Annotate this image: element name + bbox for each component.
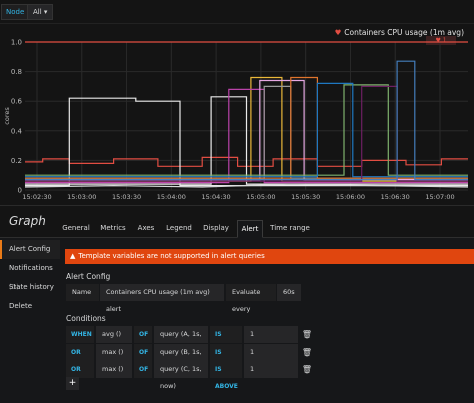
sidebar-item-alert-config[interactable]: Alert Config xyxy=(0,240,60,259)
condition-function[interactable]: max () xyxy=(96,344,132,361)
tab-legend[interactable]: Legend xyxy=(166,224,192,232)
sidebar-item-label: Delete xyxy=(9,302,32,310)
condition-operator[interactable]: OR xyxy=(66,344,94,361)
sidebar-item-delete[interactable]: Delete xyxy=(0,297,60,316)
tab-display[interactable]: Display xyxy=(203,224,229,232)
sidebar-item-label: Notifications xyxy=(9,264,53,272)
alert-config-heading: Alert Config xyxy=(66,272,111,281)
trash-icon[interactable]: 🗑 xyxy=(301,330,313,339)
sidebar-item-label: State history xyxy=(9,283,54,291)
x-tick-label: 15:06:30 xyxy=(381,193,410,201)
condition-of: OF xyxy=(134,361,152,378)
tab-axes[interactable]: Axes xyxy=(137,224,155,232)
top-bar: Node All ▾ xyxy=(0,0,474,24)
warning-banner: ▲ Template variables are not supported in… xyxy=(65,249,474,264)
trash-icon[interactable]: 🗑 xyxy=(301,365,313,374)
y-axis-label: cores xyxy=(3,107,11,125)
trash-icon[interactable]: 🗑 xyxy=(301,348,313,357)
cpu-chart: 1.0 0.8 0.6 0.4 0.2 015:02:30 15:03:00 15:03:30… xyxy=(3,39,469,201)
x-tick-label: 15:04:00 xyxy=(157,193,186,201)
name-input[interactable]: Containers CPU usage (1m avg) alert xyxy=(100,284,224,313)
y-tick-label: 0 xyxy=(18,187,22,195)
heart-icon: ♥ xyxy=(334,28,342,37)
editor-header: Graph General Metrics Axes Legend Displa… xyxy=(0,206,474,238)
tab-general[interactable]: General xyxy=(62,224,90,232)
series-line xyxy=(25,96,468,185)
name-label: Name xyxy=(66,284,99,301)
tab-alert[interactable]: Alert xyxy=(237,220,263,238)
condition-function[interactable]: max () xyxy=(96,361,132,378)
editor-title: Graph xyxy=(9,214,46,228)
condition-value[interactable]: 1 xyxy=(244,326,298,343)
evaluate-label: Evaluate every xyxy=(226,284,276,313)
sidebar-item-label: Alert Config xyxy=(9,245,51,253)
series-line xyxy=(25,76,468,179)
variable-label: Node xyxy=(1,4,30,20)
x-tick-label: 15:03:00 xyxy=(67,193,96,201)
condition-evaluator[interactable]: IS ABOVE xyxy=(210,361,242,390)
condition-operator[interactable]: WHEN xyxy=(66,326,94,343)
alert-sidebar: Alert Config Notifications (0) State his… xyxy=(0,240,60,316)
series-line xyxy=(25,82,468,178)
x-tick-label: 15:07:00 xyxy=(425,193,454,201)
variable-select[interactable]: All ▾ xyxy=(27,4,54,20)
conditions-heading: Conditions xyxy=(66,314,106,323)
condition-value[interactable]: 1 xyxy=(244,361,298,378)
condition-value[interactable]: 1 xyxy=(244,344,298,361)
warning-icon: ▲ xyxy=(70,252,76,260)
y-tick-label: 0.6 xyxy=(11,98,23,106)
series-line xyxy=(24,183,469,188)
condition-query[interactable]: query (A, 1s, now) xyxy=(154,326,208,355)
series-line xyxy=(25,88,468,184)
x-tick-label: 15:06:00 xyxy=(336,193,365,201)
series-line xyxy=(25,97,468,187)
x-tick-label: 15:05:00 xyxy=(246,193,275,201)
condition-operator[interactable]: OR xyxy=(66,361,94,378)
series-line xyxy=(25,60,468,181)
tab-time-range[interactable]: Time range xyxy=(270,224,310,232)
series-line xyxy=(25,85,468,182)
x-tick-label: 15:02:30 xyxy=(22,193,51,201)
condition-evaluator[interactable]: IS ABOVE xyxy=(210,326,242,355)
y-tick-label: 0.8 xyxy=(11,68,22,76)
y-tick-label: 0.2 xyxy=(11,157,22,165)
condition-evaluator[interactable]: IS ABOVE xyxy=(210,344,242,373)
warning-text: Template variables are not supported in … xyxy=(78,252,265,260)
notifications-count: (0) xyxy=(9,283,19,291)
series-line xyxy=(25,84,468,176)
panel-title-text: Containers CPU usage (1m avg) xyxy=(344,28,464,37)
condition-query[interactable]: query (C, 1s, now) xyxy=(154,361,208,390)
condition-function[interactable]: avg () xyxy=(96,326,132,343)
tab-metrics[interactable]: Metrics xyxy=(100,224,126,232)
condition-of: OF xyxy=(134,344,152,361)
x-tick-label: 15:05:30 xyxy=(291,193,320,201)
panel-title[interactable]: ♥ Containers CPU usage (1m avg) xyxy=(335,28,464,37)
evaluate-input[interactable]: 60s xyxy=(277,284,301,301)
x-tick-label: 15:03:30 xyxy=(112,193,141,201)
sidebar-item-state-history[interactable]: State history xyxy=(0,278,60,297)
condition-query[interactable]: query (B, 1s, now) xyxy=(154,344,208,373)
add-condition-button[interactable]: + xyxy=(66,377,79,390)
sidebar-item-notifications[interactable]: Notifications (0) xyxy=(0,259,60,291)
y-tick-label: 1.0 xyxy=(11,39,22,47)
alert-flag: ♥ 1 xyxy=(426,36,456,45)
y-tick-label: 0.4 xyxy=(11,127,23,135)
x-tick-label: 15:04:30 xyxy=(202,193,231,201)
condition-of: OF xyxy=(134,326,152,343)
